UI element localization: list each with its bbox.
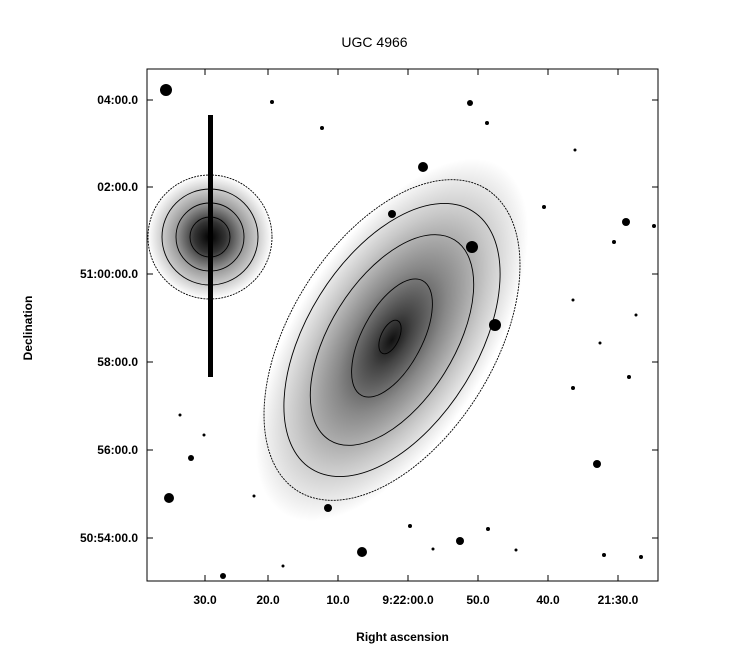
field-stars: [160, 84, 656, 579]
plot-frame: [146, 68, 659, 582]
x-tick-label: 50.0: [466, 593, 490, 607]
x-tick-label: 20.0: [256, 593, 280, 607]
y-tick-label: 58:00.0: [97, 355, 138, 369]
figure-title: UGC 4966: [341, 34, 408, 50]
x-axis-label: Right ascension: [356, 630, 449, 644]
x-tick-label: 21:30.0: [597, 593, 639, 607]
galaxy-image: [255, 158, 529, 522]
x-tick-label: 9:22:00.0: [382, 593, 434, 607]
bright-star: [147, 115, 273, 377]
y-tick-label: 50:54:00.0: [79, 531, 138, 545]
y-tick-label: 56:00.0: [97, 443, 138, 457]
y-axis-label: Declination: [21, 295, 35, 361]
y-tick-label: 04:00.0: [97, 93, 138, 107]
x-tick-label: 10.0: [326, 593, 350, 607]
x-tick-label: 30.0: [193, 593, 217, 607]
galaxy-contours: [263, 179, 521, 501]
axis-ticks: [147, 69, 658, 581]
y-tick-label: 02:00.0: [97, 180, 138, 194]
y-tick-label: 51:00:00.0: [79, 267, 138, 281]
x-tick-label: 40.0: [536, 593, 560, 607]
